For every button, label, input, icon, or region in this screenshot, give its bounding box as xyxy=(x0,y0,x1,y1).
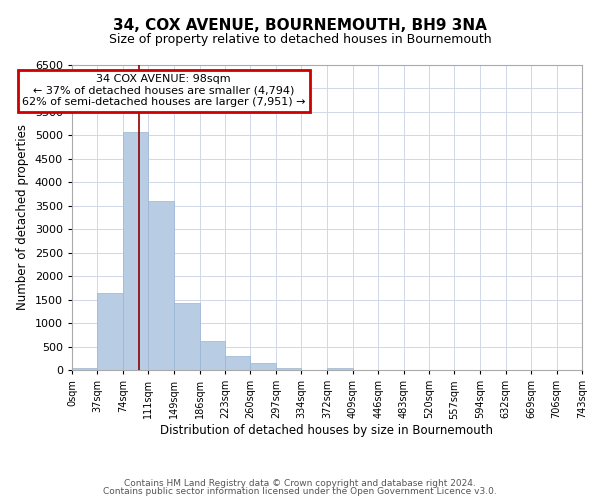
Bar xyxy=(250,362,276,370)
Bar xyxy=(200,341,225,370)
Text: Contains public sector information licensed under the Open Government Licence v3: Contains public sector information licen… xyxy=(103,487,497,496)
Bar xyxy=(148,201,173,370)
Bar xyxy=(225,356,250,370)
Text: 34 COX AVENUE: 98sqm
← 37% of detached houses are smaller (4,794)
62% of semi-de: 34 COX AVENUE: 98sqm ← 37% of detached h… xyxy=(22,74,305,108)
X-axis label: Distribution of detached houses by size in Bournemouth: Distribution of detached houses by size … xyxy=(161,424,493,437)
Bar xyxy=(174,303,200,370)
Text: Size of property relative to detached houses in Bournemouth: Size of property relative to detached ho… xyxy=(109,32,491,46)
Bar xyxy=(276,368,301,370)
Y-axis label: Number of detached properties: Number of detached properties xyxy=(16,124,29,310)
Text: Contains HM Land Registry data © Crown copyright and database right 2024.: Contains HM Land Registry data © Crown c… xyxy=(124,478,476,488)
Bar xyxy=(72,368,97,370)
Bar xyxy=(123,132,148,370)
Bar xyxy=(97,292,123,370)
Bar xyxy=(328,368,353,370)
Text: 34, COX AVENUE, BOURNEMOUTH, BH9 3NA: 34, COX AVENUE, BOURNEMOUTH, BH9 3NA xyxy=(113,18,487,32)
